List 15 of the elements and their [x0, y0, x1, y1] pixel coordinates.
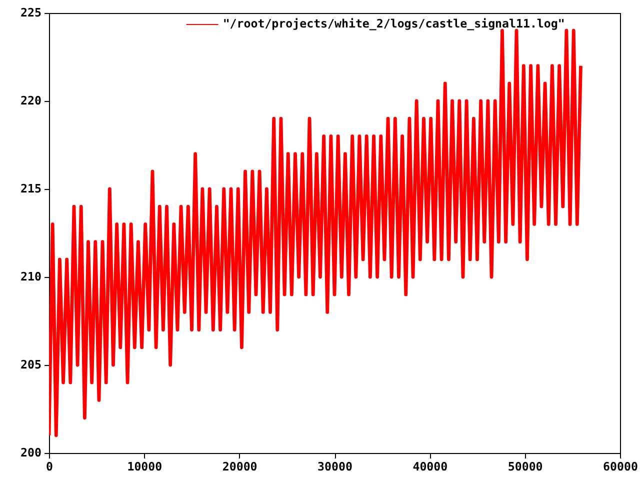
- x-tick-label: 10000: [127, 460, 162, 474]
- y-tick-label: 215: [20, 182, 42, 196]
- legend-label: "/root/projects/white_2/logs/castle_signal11.log": [222, 16, 565, 30]
- x-tick-label: 0: [46, 460, 54, 474]
- x-tick-label: 50000: [508, 460, 543, 474]
- x-tick-label: 30000: [318, 460, 352, 474]
- y-tick-label: 225: [20, 6, 42, 20]
- y-tick-label: 205: [20, 358, 42, 372]
- x-tick-label: 40000: [412, 460, 448, 474]
- x-tick-label: 60000: [603, 460, 638, 474]
- y-tick-label: 210: [20, 270, 42, 284]
- y-tick-label: 200: [20, 446, 42, 460]
- y-tick-label: 220: [20, 94, 42, 108]
- x-tick-label: 20000: [222, 460, 258, 474]
- line-series: [49, 28, 582, 438]
